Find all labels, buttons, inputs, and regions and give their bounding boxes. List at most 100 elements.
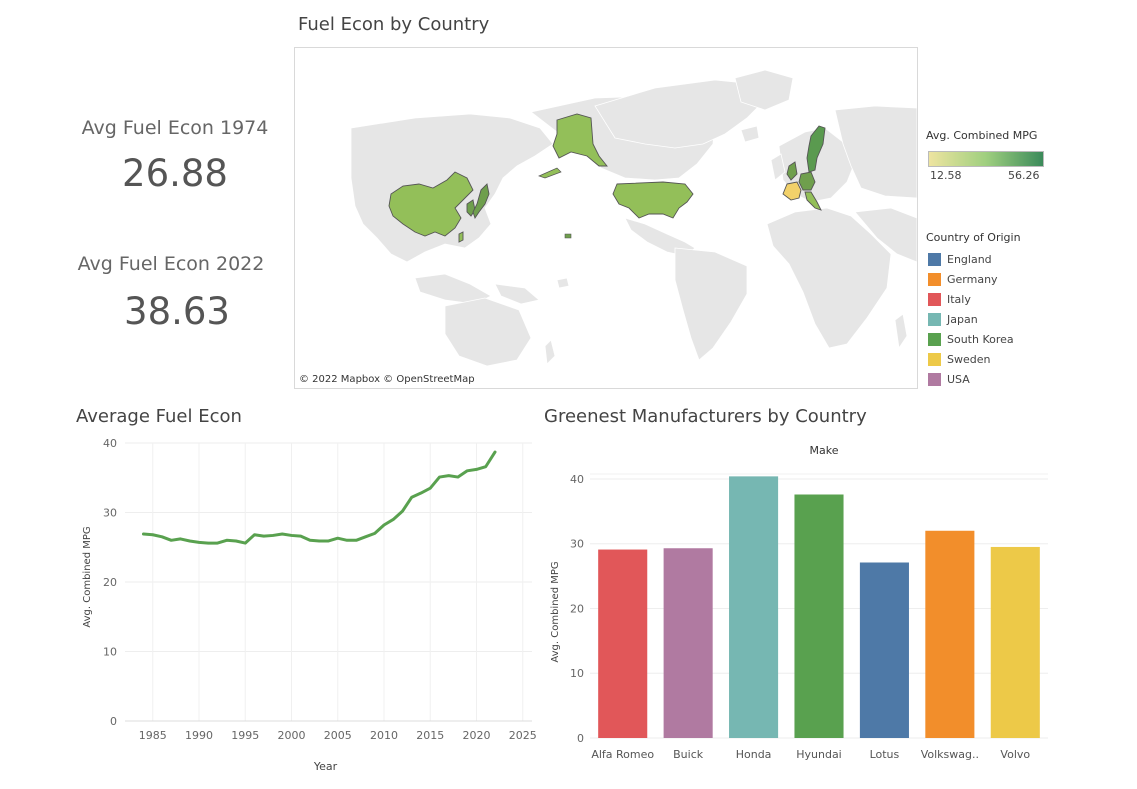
italy-region[interactable]: [804, 191, 822, 211]
mpg-min-label: 12.58: [930, 169, 962, 182]
bar-hyundai[interactable]: [794, 494, 844, 738]
legend-item-germany[interactable]: Germany: [928, 271, 998, 287]
kpi-1974-label: Avg Fuel Econ 1974: [81, 117, 269, 139]
kpi-2022-value: 38.63: [124, 290, 230, 333]
legend-label: Germany: [947, 272, 998, 286]
alaska-region[interactable]: [552, 113, 608, 167]
china-region[interactable]: [388, 171, 474, 237]
bar-honda[interactable]: [729, 476, 779, 738]
data-point[interactable]: [438, 475, 441, 479]
taiwan-region[interactable]: [458, 231, 464, 243]
x-tick-label: 2010: [370, 729, 398, 742]
data-point[interactable]: [197, 541, 201, 544]
legend-swatch: [928, 352, 941, 366]
legend-item-south-korea[interactable]: South Korea: [928, 331, 1014, 347]
background-land: [350, 69, 917, 367]
x-tick-label: 1990: [185, 729, 213, 742]
data-point[interactable]: [493, 450, 497, 454]
legend-item-italy[interactable]: Italy: [928, 291, 971, 307]
data-point[interactable]: [429, 486, 432, 490]
bar-buick[interactable]: [663, 548, 713, 738]
data-point[interactable]: [475, 468, 478, 471]
data-point[interactable]: [355, 539, 358, 542]
legend-item-sweden[interactable]: Sweden: [928, 351, 990, 367]
data-point[interactable]: [466, 469, 469, 472]
data-point[interactable]: [327, 539, 330, 543]
legend-swatch: [928, 292, 941, 306]
data-point[interactable]: [345, 539, 349, 542]
y-tick-label: 40: [103, 437, 117, 450]
data-point[interactable]: [225, 539, 228, 542]
uk-region[interactable]: [786, 161, 798, 181]
bar-chart[interactable]: Make 0 10 20 30 40 Alfa Romeo Buick Honda Hyundai…: [540, 436, 1070, 776]
france-region[interactable]: [782, 181, 802, 201]
y-tick-label: 0: [577, 732, 584, 745]
x-tick-label: 2020: [463, 729, 491, 742]
data-point[interactable]: [234, 539, 238, 543]
data-point[interactable]: [207, 541, 210, 545]
data-point[interactable]: [271, 534, 275, 537]
bar-volkswag[interactable]: [925, 530, 975, 738]
data-point[interactable]: [419, 491, 423, 495]
highlighted-countries[interactable]: [388, 113, 826, 243]
data-point[interactable]: [410, 496, 413, 499]
map-credit: © 2022 Mapbox © OpenStreetMap: [299, 374, 475, 385]
x-tick-label: Buick: [673, 748, 704, 761]
legend-label: South Korea: [947, 332, 1014, 346]
x-tick-label: Alfa Romeo: [591, 748, 654, 761]
x-tick-label: Honda: [736, 748, 772, 761]
germany-region[interactable]: [798, 171, 816, 191]
data-point[interactable]: [456, 475, 460, 479]
data-point[interactable]: [290, 534, 293, 537]
data-point[interactable]: [392, 518, 395, 521]
y-axis-title: Avg. Combined MPG: [550, 561, 561, 662]
legend-swatch: [928, 332, 941, 346]
legend-label: Japan: [947, 312, 978, 326]
y-tick-label: 30: [103, 507, 117, 520]
sweden-region[interactable]: [806, 125, 826, 173]
line-chart[interactable]: 0 10 20 30 40 1985 1990 1995 2000 2005 2010 2015 202…: [70, 430, 540, 780]
legend-item-england[interactable]: England: [928, 251, 992, 267]
legend-item-usa[interactable]: USA: [928, 371, 970, 387]
data-point[interactable]: [262, 534, 265, 538]
data-point[interactable]: [142, 532, 145, 536]
bar-alfa-romeo[interactable]: [598, 549, 648, 738]
x-tick-label: 2005: [324, 729, 352, 742]
data-point[interactable]: [401, 509, 404, 513]
japan-region[interactable]: [472, 183, 490, 220]
data-point[interactable]: [299, 534, 302, 538]
data-point[interactable]: [382, 523, 386, 527]
data-point[interactable]: [364, 535, 367, 539]
data-point[interactable]: [188, 539, 191, 543]
legend-item-japan[interactable]: Japan: [928, 311, 978, 327]
world-map[interactable]: [295, 48, 917, 388]
data-point[interactable]: [160, 535, 164, 539]
data-point[interactable]: [170, 539, 173, 542]
x-tick-label: 2015: [416, 729, 444, 742]
data-point[interactable]: [373, 532, 376, 535]
bar-lotus[interactable]: [859, 562, 909, 738]
data-point[interactable]: [318, 539, 321, 543]
data-point[interactable]: [281, 532, 284, 536]
data-point[interactable]: [253, 533, 256, 536]
data-point[interactable]: [244, 541, 247, 545]
legend-swatch: [928, 252, 941, 266]
data-point[interactable]: [308, 539, 312, 542]
usa-region[interactable]: [612, 181, 694, 219]
data-point[interactable]: [447, 474, 450, 477]
legend-swatch: [928, 312, 941, 326]
bar-volvo[interactable]: [990, 546, 1040, 738]
data-point[interactable]: [151, 533, 154, 536]
data-point[interactable]: [179, 537, 182, 541]
legend-label: USA: [947, 372, 970, 386]
country-legend-title: Country of Origin: [926, 231, 1021, 244]
hawaii-region[interactable]: [564, 233, 572, 239]
data-point[interactable]: [336, 537, 339, 540]
legend-label: Italy: [947, 292, 971, 306]
series-line[interactable]: [142, 450, 497, 545]
aleutian-region[interactable]: [538, 167, 562, 179]
map-panel[interactable]: © 2022 Mapbox © OpenStreetMap: [294, 47, 918, 389]
column-header: Make: [810, 444, 839, 457]
data-point[interactable]: [484, 465, 487, 468]
data-point[interactable]: [216, 541, 219, 545]
